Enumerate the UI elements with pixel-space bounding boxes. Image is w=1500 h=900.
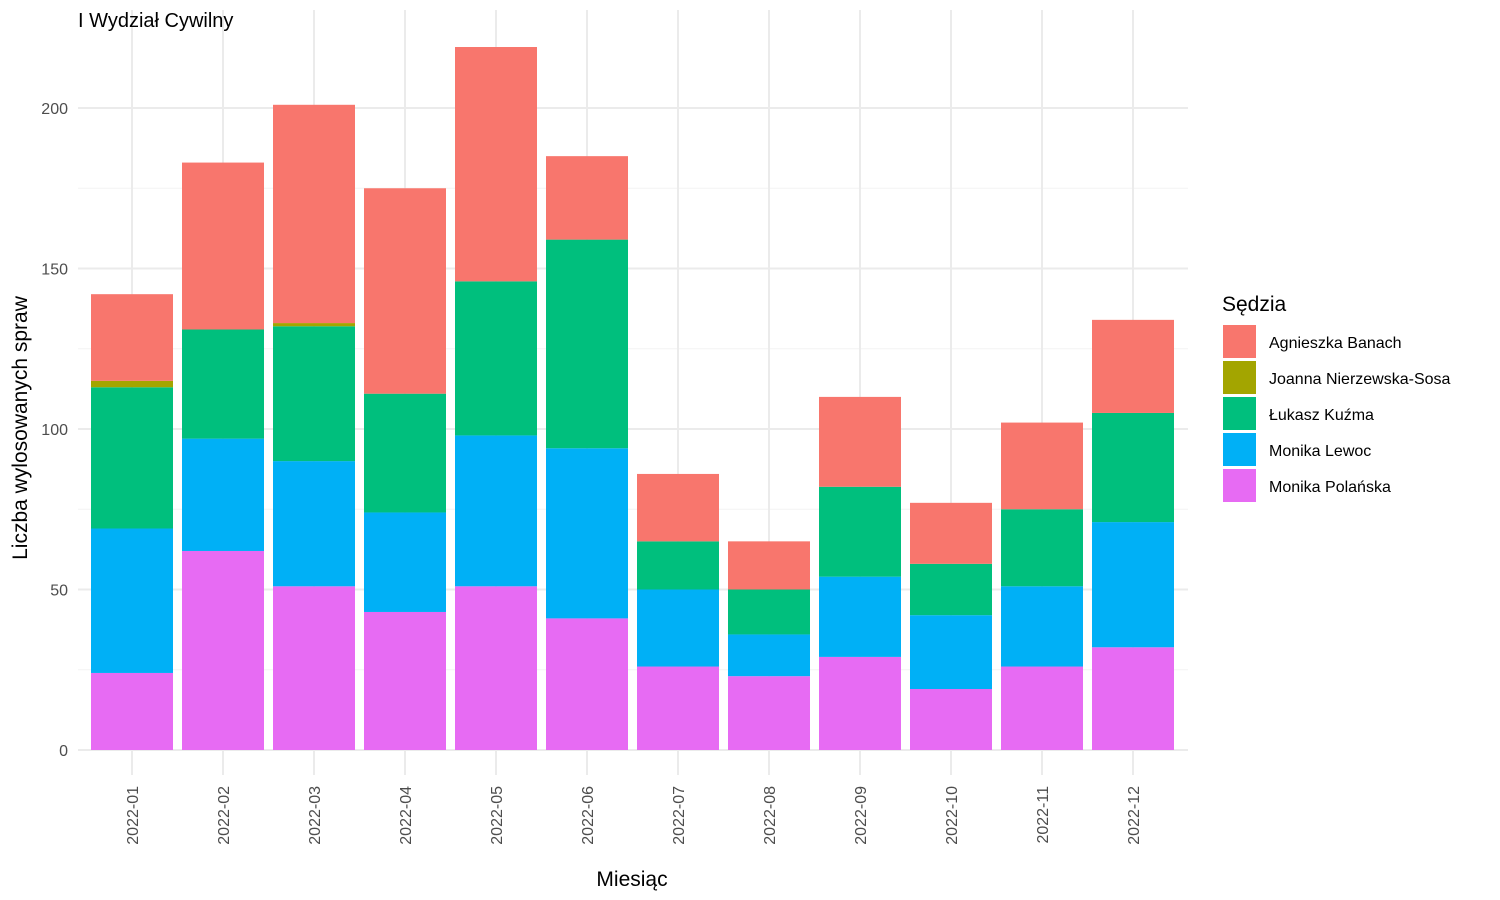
bar-segment: 2022-03 — Agnieszka Banach: 68: [273, 104, 355, 324]
bar-segment: 2022-10 — Monika Polańska: 19: [910, 689, 992, 750]
bar-segment: 2022-02 — Monika Polańska: 62: [182, 550, 264, 750]
legend-items: Agnieszka Banach Joanna Nierzewska-Sosa Łu…: [1223, 325, 1451, 502]
bar-segment: 2022-03 — Monika Lewoc: 39: [273, 461, 355, 587]
bar-segment: 2022-10 — Łukasz Kuźma: 16: [910, 563, 992, 616]
x-axis-tick-labels: 2022-01 2022-02 2022-03 2022-04 2022-05 2022-…: [125, 786, 1143, 845]
legend-title: Sędzia: [1222, 293, 1287, 316]
x-axis-title: Miesiąc: [596, 868, 667, 891]
x-tick-label: 2022-03: [307, 786, 324, 845]
bar-segment: 2022-07 — Monika Lewoc: 24: [637, 589, 719, 667]
y-tick-label: 150: [41, 262, 68, 279]
legend-label: Łukasz Kuźma: [1269, 407, 1374, 424]
bar-segment: 2022-01 — Monika Lewoc: 45: [91, 528, 173, 673]
bar-segment: 2022-11 — Agnieszka Banach: 27: [1001, 422, 1083, 510]
x-tick-label: 2022-08: [762, 786, 779, 845]
legend: Sędzia Agnieszka Banach Joanna Nierzewska…: [1222, 293, 1451, 502]
bar-segment: 2022-04 — Monika Polańska: 43: [364, 611, 446, 750]
x-tick-label: 2022-12: [1126, 786, 1143, 845]
y-axis-tick-labels: 0 50 100 150 200: [41, 101, 68, 760]
bar-segment: 2022-03 — Łukasz Kuźma: 42: [273, 326, 355, 462]
bar-segment: 2022-12 — Agnieszka Banach: 29: [1092, 319, 1174, 413]
bar-segment: 2022-07 — Monika Polańska: 26: [637, 666, 719, 750]
x-tick-label: 2022-09: [853, 786, 870, 845]
bar-segment: 2022-12 — Monika Lewoc: 39: [1092, 522, 1174, 648]
bar-segment: 2022-01 — Agnieszka Banach: 27: [91, 294, 173, 381]
bar-segment: 2022-02 — Monika Lewoc: 35: [182, 438, 264, 551]
bar-segment: 2022-04 — Monika Lewoc: 31: [364, 512, 446, 612]
bar-segment: 2022-11 — Łukasz Kuźma: 24: [1001, 509, 1083, 587]
bar-segment: 2022-06 — Łukasz Kuźma: 65: [546, 239, 628, 449]
bar-segment: 2022-09 — Łukasz Kuźma: 28: [819, 486, 901, 577]
y-tick-label: 100: [41, 422, 68, 439]
bar-segment: 2022-06 — Monika Lewoc: 53: [546, 448, 628, 619]
x-tick-label: 2022-11: [1035, 786, 1052, 844]
bar-segment: 2022-04 — Łukasz Kuźma: 37: [364, 393, 446, 513]
legend-swatch: [1223, 325, 1256, 358]
bar-segment: 2022-02 — Łukasz Kuźma: 34: [182, 329, 264, 439]
bars: 2022-01 — Monika Polańska: 242022-01 — M…: [91, 47, 1174, 750]
x-tick-label: 2022-01: [125, 786, 142, 845]
bar-segment: 2022-01 — Joanna Nierzewska-Sosa: 2: [91, 380, 173, 388]
bar-segment: 2022-08 — Monika Polańska: 23: [728, 676, 810, 750]
x-tick-label: 2022-06: [580, 786, 597, 845]
bar-segment: 2022-04 — Agnieszka Banach: 64: [364, 188, 446, 394]
bar-segment: 2022-05 — Monika Lewoc: 47: [455, 435, 537, 587]
bar-segment: 2022-09 — Agnieszka Banach: 28: [819, 396, 901, 487]
y-axis-title: Liczba wylosowanych spraw: [9, 295, 32, 560]
legend-label: Monika Lewoc: [1269, 443, 1371, 460]
bar-segment: 2022-12 — Monika Polańska: 32: [1092, 647, 1174, 750]
x-tick-label: 2022-05: [489, 786, 506, 845]
bar-segment: 2022-10 — Agnieszka Banach: 19: [910, 502, 992, 564]
legend-swatch: [1223, 433, 1256, 466]
bar-segment: 2022-11 — Monika Polańska: 26: [1001, 666, 1083, 750]
bar-segment: 2022-08 — Monika Lewoc: 13: [728, 634, 810, 677]
bar-segment: 2022-09 — Monika Polańska: 29: [819, 656, 901, 750]
y-tick-label: 50: [50, 583, 68, 600]
legend-label: Joanna Nierzewska-Sosa: [1269, 371, 1451, 388]
chart-title: I Wydział Cywilny: [78, 10, 233, 32]
x-tick-label: 2022-10: [944, 786, 961, 845]
legend-swatch: [1223, 397, 1256, 430]
bar-segment: 2022-12 — Łukasz Kuźma: 34: [1092, 412, 1174, 523]
bar-segment: 2022-03 — Monika Polańska: 51: [273, 586, 355, 750]
y-tick-label: 200: [41, 101, 68, 118]
legend-label: Agnieszka Banach: [1269, 335, 1402, 352]
legend-label: Monika Polańska: [1269, 479, 1391, 496]
bar-segment: 2022-05 — Łukasz Kuźma: 48: [455, 281, 537, 436]
bar-segment: 2022-09 — Monika Lewoc: 25: [819, 576, 901, 657]
bar-segment: 2022-01 — Monika Polańska: 24: [91, 672, 173, 750]
bar-segment: 2022-07 — Łukasz Kuźma: 15: [637, 541, 719, 590]
bar-segment: 2022-03 — Joanna Nierzewska-Sosa: 1: [273, 323, 355, 327]
bar-segment: 2022-10 — Monika Lewoc: 23: [910, 615, 992, 690]
bar-segment: 2022-11 — Monika Lewoc: 25: [1001, 586, 1083, 667]
legend-swatch: [1223, 361, 1256, 394]
x-tick-label: 2022-04: [398, 786, 415, 845]
bar-segment: 2022-01 — Łukasz Kuźma: 44: [91, 387, 173, 529]
bar-segment: 2022-08 — Łukasz Kuźma: 14: [728, 589, 810, 635]
bar-segment: 2022-05 — Monika Polańska: 51: [455, 586, 537, 750]
bar-segment: 2022-06 — Monika Polańska: 41: [546, 618, 628, 750]
bar-segment: 2022-05 — Agnieszka Banach: 73: [455, 47, 537, 282]
x-tick-label: 2022-02: [216, 786, 233, 845]
bar-segment: 2022-08 — Agnieszka Banach: 15: [728, 541, 810, 590]
bar-segment: 2022-07 — Agnieszka Banach: 21: [637, 473, 719, 542]
y-tick-label: 0: [59, 743, 68, 760]
bar-segment: 2022-06 — Agnieszka Banach: 26: [546, 156, 628, 240]
legend-swatch: [1223, 469, 1256, 502]
bar-segment: 2022-02 — Agnieszka Banach: 52: [182, 162, 264, 330]
x-tick-label: 2022-07: [671, 786, 688, 845]
